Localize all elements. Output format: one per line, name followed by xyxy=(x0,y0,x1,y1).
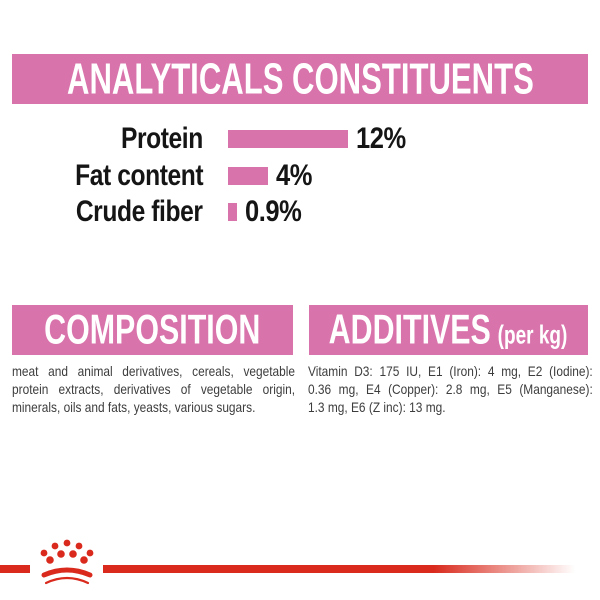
additives-line: 1.3 mg, E6 (Z inc): 13 mg. xyxy=(308,399,446,415)
chart-bar-protein xyxy=(228,129,348,148)
composition-line: protein extracts, derivatives of vegetab… xyxy=(12,381,296,397)
chart-value-crude-fiber: 0.9% xyxy=(245,194,302,228)
additives-line: Vitamin D3: 175 IU, E1 (Iron): 4 mg, E2 … xyxy=(308,363,593,379)
crown-logo-icon xyxy=(40,539,94,585)
additives-title-group: ADDITIVES (per kg) xyxy=(329,307,568,354)
chart-value-fat-content: 4% xyxy=(276,158,313,192)
composition-body: meat and animal derivatives, cereals, ve… xyxy=(12,362,295,416)
composition-header: COMPOSITION xyxy=(12,305,293,355)
chart-label-protein: Protein xyxy=(121,121,203,155)
chart-label-crude-fiber: Crude fiber xyxy=(76,194,203,228)
additives-per-kg-label: (per kg) xyxy=(498,320,568,350)
chart-row-crude-fiber: Crude fiber 0.9% xyxy=(0,193,600,230)
chart-bar-fat-content xyxy=(228,166,268,185)
additives-header: ADDITIVES (per kg) xyxy=(309,305,588,355)
divider-line-left xyxy=(0,565,30,573)
additives-body: Vitamin D3: 175 IU, E1 (Iron): 4 mg, E2 … xyxy=(308,362,593,416)
additives-line: 0.36 mg, E4 (Copper): 2.8 mg, E5 (Mangan… xyxy=(308,381,593,397)
composition-title: COMPOSITION xyxy=(44,306,261,353)
chart-value-protein: 12% xyxy=(356,121,406,155)
composition-line: meat and animal derivatives, cereals, ve… xyxy=(12,363,296,379)
analytical-constituents-title: ANALYTICALS CONSTITUENTS xyxy=(66,54,534,103)
chart-row-protein: Protein 12% xyxy=(0,120,600,157)
chart-bar-crude-fiber xyxy=(228,202,237,221)
composition-line: minerals, oils and fats, yeasts, various… xyxy=(12,399,256,415)
chart-label-fat-content: Fat content xyxy=(74,158,203,192)
additives-title: ADDITIVES xyxy=(329,306,492,353)
analytical-constituents-header: ANALYTICALS CONSTITUENTS xyxy=(12,54,588,104)
chart-row-fat-content: Fat content 4% xyxy=(0,157,600,194)
divider-line-right xyxy=(103,565,575,573)
